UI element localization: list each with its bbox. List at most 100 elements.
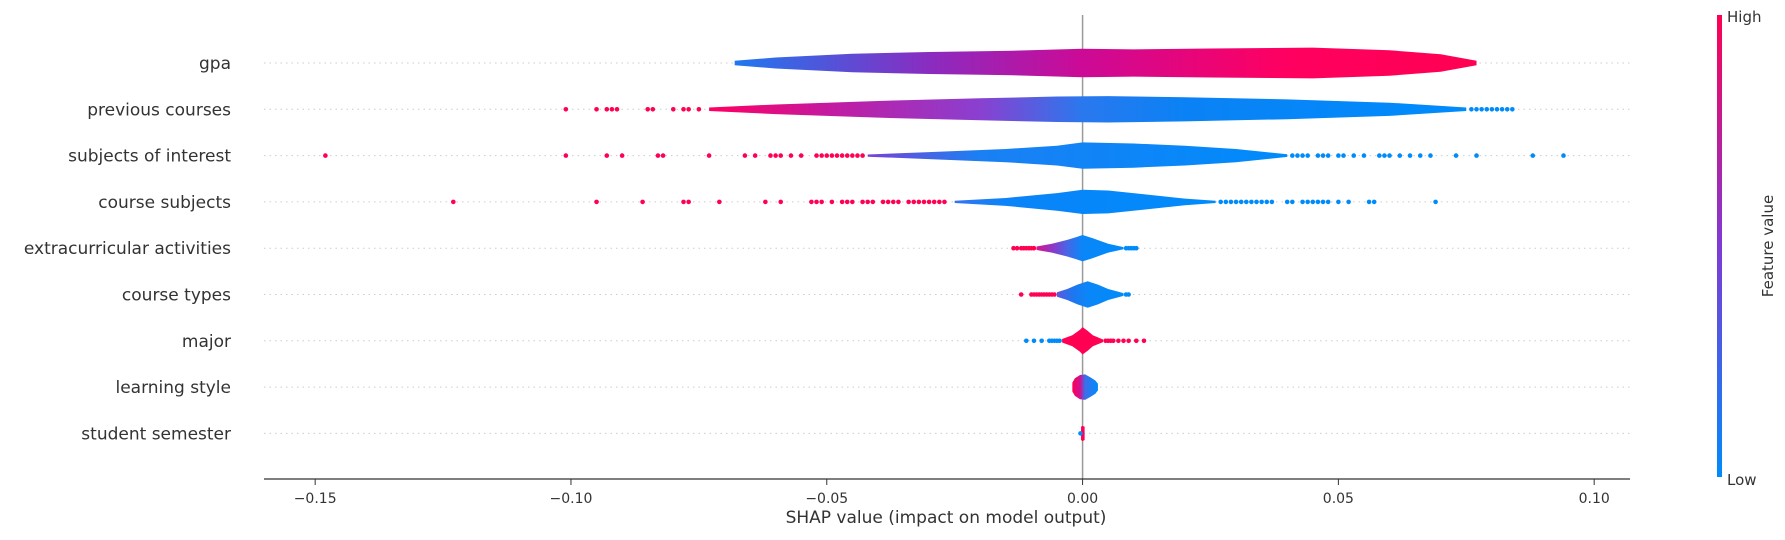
violin-course-subjects bbox=[954, 189, 1216, 214]
outlier-dot bbox=[942, 199, 947, 205]
outlier-dot bbox=[1366, 199, 1372, 205]
outlier-dot bbox=[839, 199, 845, 205]
x-tick-label: −0.05 bbox=[805, 491, 848, 507]
violin-extracurricular-activities bbox=[1036, 235, 1124, 262]
x-tick-label: −0.15 bbox=[294, 491, 337, 507]
outlier-dot bbox=[1031, 338, 1037, 344]
x-axis: −0.15 −0.10 −0.05 0.00 0.05 0.10 bbox=[264, 478, 1630, 507]
outlier-dot bbox=[650, 107, 656, 112]
outlier-dot bbox=[1320, 199, 1326, 205]
outlier-dot bbox=[1126, 338, 1131, 344]
feature-label: course types bbox=[122, 286, 231, 306]
outlier-dot bbox=[1484, 107, 1490, 112]
outlier-dot bbox=[1295, 153, 1300, 158]
violin-student-semester bbox=[1081, 425, 1085, 442]
outlier-dot bbox=[1510, 107, 1515, 112]
outlier-dot bbox=[1494, 107, 1500, 112]
outlier-dot bbox=[1474, 107, 1479, 112]
violin-learning-style bbox=[1072, 374, 1098, 400]
outlier-dot bbox=[763, 199, 768, 205]
outlier-dot bbox=[1530, 153, 1536, 158]
outlier-dot bbox=[1474, 153, 1479, 158]
outlier-dot bbox=[916, 199, 922, 205]
outlier-dot bbox=[1428, 153, 1433, 158]
outlier-dot bbox=[1504, 107, 1510, 112]
outlier-dot bbox=[1315, 199, 1321, 205]
outlier-dot bbox=[834, 153, 840, 158]
outlier-dot bbox=[1018, 292, 1024, 297]
outlier-dot bbox=[1433, 199, 1438, 205]
outlier-dot bbox=[1228, 199, 1234, 205]
outlier-dot bbox=[1397, 153, 1403, 158]
outlier-dot bbox=[1387, 153, 1392, 158]
outlier-dot bbox=[860, 153, 865, 158]
colorbar-title: Feature value bbox=[1759, 195, 1777, 297]
outlier-dot bbox=[604, 153, 610, 158]
outlier-dot bbox=[1320, 153, 1326, 158]
outlier-dot bbox=[1346, 199, 1351, 205]
outlier-dot bbox=[1499, 107, 1505, 112]
feature-label: learning style bbox=[115, 378, 231, 398]
outlier-dot bbox=[819, 153, 824, 158]
outlier-dot bbox=[1351, 153, 1357, 158]
outlier-dot bbox=[1134, 245, 1139, 251]
violins bbox=[709, 47, 1477, 442]
feature-label: student semester bbox=[81, 424, 231, 444]
outlier-dot bbox=[839, 153, 845, 158]
outlier-dot bbox=[1249, 199, 1254, 205]
outlier-dot bbox=[1233, 199, 1239, 205]
outlier-dot bbox=[1453, 153, 1459, 158]
outlier-dot bbox=[604, 107, 610, 112]
outlier-dot bbox=[742, 153, 748, 158]
outlier-dot bbox=[921, 199, 927, 205]
outlier-dot bbox=[655, 153, 661, 158]
outlier-dot bbox=[778, 199, 784, 205]
outlier-dot bbox=[850, 153, 855, 158]
outlier-dot bbox=[1469, 107, 1474, 112]
outlier-dot bbox=[1290, 153, 1295, 158]
outlier-dot bbox=[885, 199, 891, 205]
outlier-dot bbox=[829, 199, 835, 205]
outlier-dot bbox=[778, 153, 784, 158]
colorbar: High Low Feature value bbox=[1717, 8, 1777, 489]
x-tick-label: 0.00 bbox=[1067, 491, 1098, 507]
outlier-dot bbox=[880, 199, 886, 205]
outlier-dot bbox=[1489, 107, 1495, 112]
outlier-dot bbox=[1305, 199, 1310, 205]
violin-previous-courses bbox=[709, 96, 1467, 123]
outlier-dot bbox=[870, 199, 876, 205]
outlier-dot bbox=[850, 199, 855, 205]
outlier-dot bbox=[752, 153, 758, 158]
outlier-dot bbox=[798, 153, 804, 158]
outlier-dot bbox=[686, 199, 691, 205]
outlier-dot bbox=[1031, 245, 1037, 251]
outlier-dot bbox=[1310, 199, 1316, 205]
violin-course-types bbox=[1057, 281, 1124, 308]
outlier-dot bbox=[660, 153, 666, 158]
feature-label: subjects of interest bbox=[68, 147, 231, 167]
x-tick-label: 0.10 bbox=[1579, 491, 1610, 507]
outlier-dot bbox=[1134, 338, 1139, 344]
outlier-dot bbox=[1371, 199, 1377, 205]
outlier-dot bbox=[686, 107, 691, 112]
colorbar-high-label: High bbox=[1727, 8, 1761, 26]
x-axis-title: SHAP value (impact on model output) bbox=[786, 508, 1107, 528]
outlier-dot bbox=[1290, 199, 1295, 205]
outlier-dot bbox=[1238, 199, 1244, 205]
outlier-dot bbox=[931, 199, 937, 205]
outlier-dot bbox=[1325, 199, 1331, 205]
outlier-dot bbox=[1126, 292, 1131, 297]
outlier-dot bbox=[1269, 199, 1275, 205]
outlier-dot bbox=[614, 107, 620, 112]
feature-labels: gpa previous courses subjects of interest c… bbox=[24, 54, 231, 444]
outlier-dot bbox=[1284, 199, 1290, 205]
outlier-dot bbox=[1243, 199, 1249, 205]
outlier-dot bbox=[1479, 107, 1484, 112]
outlier-dot bbox=[1382, 153, 1387, 158]
x-tick-label: −0.10 bbox=[550, 491, 593, 507]
violin-major bbox=[1062, 327, 1104, 355]
outlier-dot bbox=[681, 199, 686, 205]
outlier-dot bbox=[1110, 338, 1116, 344]
